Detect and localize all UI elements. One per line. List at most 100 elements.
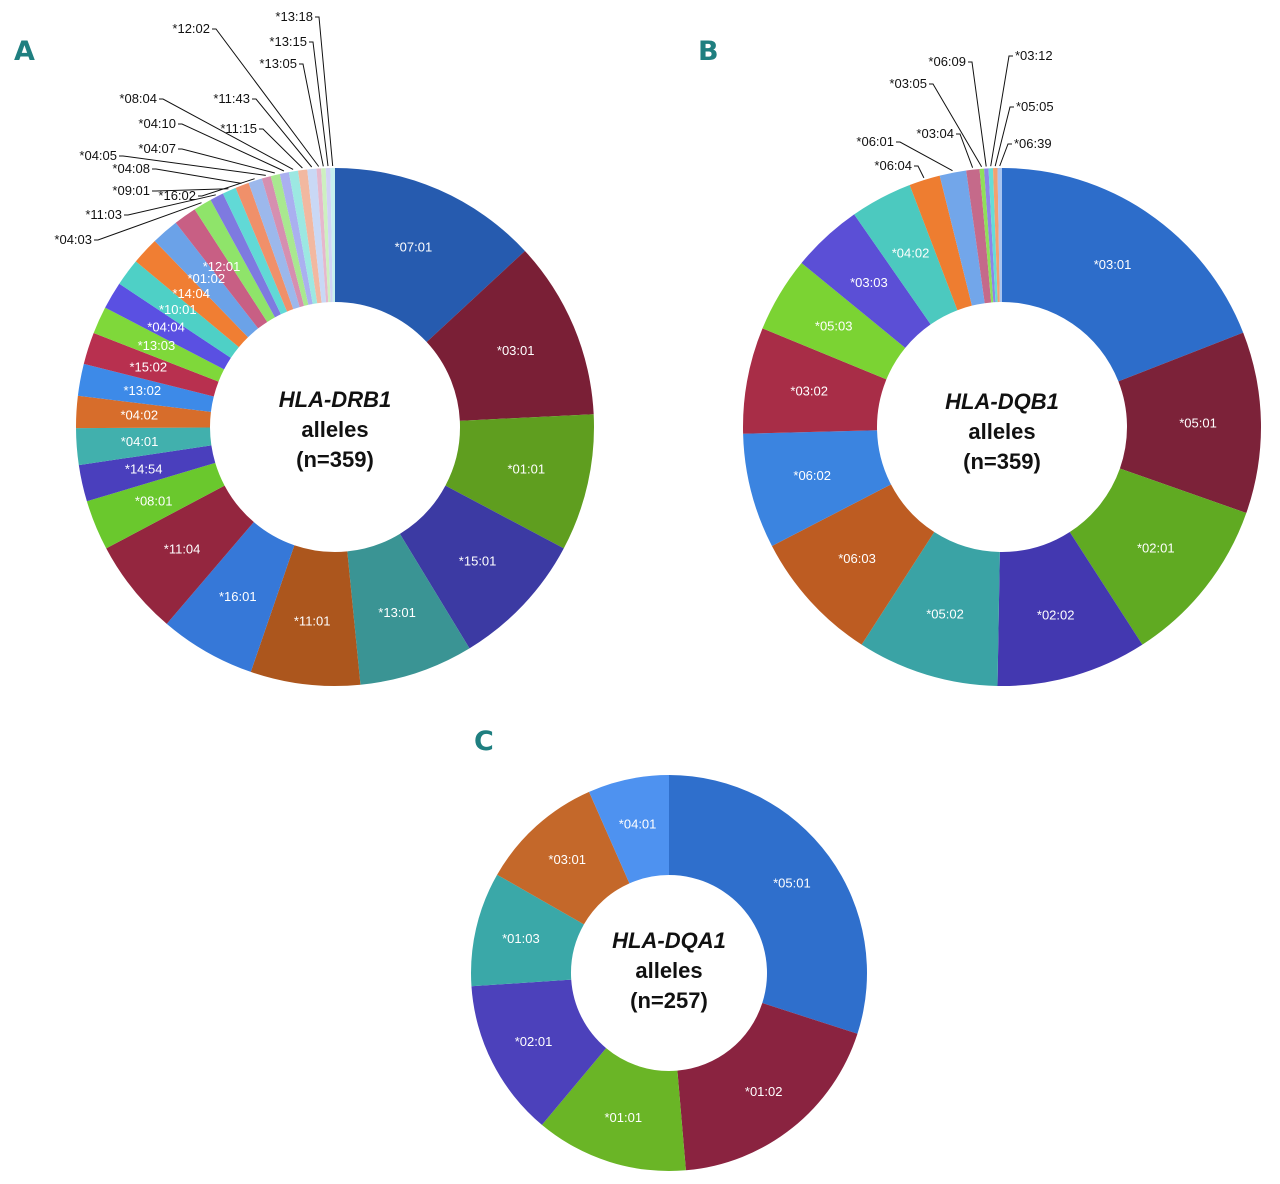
- panel-b-slice-03-05: [979, 168, 994, 303]
- panel-a-label-16-01: *16:01: [219, 589, 257, 604]
- panel-b-slice-03-04: [966, 168, 992, 304]
- panel-a-slice-10-01: [119, 261, 239, 358]
- panel-c-label-01-01: *01:01: [605, 1110, 643, 1125]
- panel-b-slice-06-09: [984, 168, 996, 303]
- panel-b-leader-06-09: [968, 61, 987, 167]
- panel-b-leader-05-05: [994, 106, 1014, 167]
- panel-a-center-subtitle: alleles: [301, 417, 368, 442]
- panel-a-slice-14-54: [78, 445, 216, 502]
- panel-a-leader-04-07: [178, 148, 275, 174]
- panel-c-center-title: HLA-DQA1: [612, 928, 726, 953]
- panel-a-label-11-01: *11:01: [294, 614, 331, 629]
- panel-c-labels: *05:01 *01:02 *01:01 *02:01 *01:03 *03:01 *04:…: [502, 816, 811, 1125]
- panel-a-leader-11-43: [252, 98, 313, 168]
- panel-a-label-11-04: *11:04: [164, 542, 201, 557]
- panel-a-slice-16-02: [248, 178, 300, 310]
- panel-a-slice-11-01: [250, 545, 361, 687]
- panel-c-slice-02-01: [471, 979, 607, 1125]
- panel-c-slice-01-01: [541, 1048, 686, 1172]
- panel-a-label-15-02: *15:02: [130, 359, 168, 374]
- panel-a-label-04-07: *04:07: [138, 141, 176, 156]
- panel-a-slice-01-02: [154, 222, 259, 338]
- panel-b-label-06-39: *06:39: [1014, 136, 1052, 151]
- panel-a-label-11-43: *11:43: [213, 91, 250, 106]
- panel-a-label-13-18: *13:18: [275, 9, 313, 24]
- panel-a-label-08-04: *08:04: [119, 91, 157, 106]
- panel-a-slice-12-02: [316, 168, 329, 303]
- panel-b-slice-06-03: [771, 484, 935, 645]
- panel-a-label-04-10: *04:10: [138, 116, 176, 131]
- panel-a-label-09-01: *09:01: [112, 183, 150, 198]
- panel-b-slice-05-02: [861, 532, 1000, 686]
- panel-b-center-subtitle: alleles: [968, 419, 1035, 444]
- panel-a-slice-13-02: [77, 363, 214, 412]
- panel-a-slice-11-15: [298, 169, 322, 304]
- panel-a-slice-08-04: [288, 170, 318, 304]
- panel-b-label-03-02: *03:02: [790, 384, 828, 399]
- panel-b-leader-03-04: [956, 133, 974, 168]
- panel-b-label-05-01: *05:01: [1179, 416, 1217, 431]
- panel-a-leader-12-02: [212, 28, 320, 167]
- panel-a-slice-04-02: [75, 395, 211, 429]
- panel-c-slice-01-03: [471, 874, 584, 987]
- panel-a-drb1-donut: A *07:01 *03:01 *01:01 *15:01 *13:01 *11:01 *1…: [14, 9, 595, 687]
- panel-a-label-11-03: *11:03: [85, 207, 122, 222]
- panel-b-slice-06-01: [939, 170, 985, 306]
- panel-c-slice-03-01: [497, 791, 630, 925]
- panel-b-label-06-03: *06:03: [838, 551, 876, 566]
- panel-a-slice-04-03: [194, 199, 275, 322]
- panel-a-label-01-02: *01:02: [188, 271, 226, 286]
- panel-a-slice-04-08: [235, 182, 294, 312]
- panel-b-dqb1-donut: B *03:01*05:01*02:01*02:02*05:02*06:03*0…: [698, 36, 1261, 686]
- panel-a-label-13-05: *13:05: [259, 56, 297, 71]
- panel-a-label-14-54: *14:54: [125, 462, 163, 477]
- panel-b-slice-02-01: [1069, 468, 1247, 645]
- panel-a-label-11-15: *11:15: [220, 121, 257, 136]
- panel-a-label-13-03: *13:03: [138, 338, 176, 353]
- panel-b-labels: *03:01 *05:01 *02:01 *02:02 *05:02 *06:03 *06:…: [790, 48, 1216, 623]
- panel-b-leader-03-12: [990, 55, 1013, 167]
- panel-a-label-04-08: *04:08: [112, 161, 150, 176]
- panel-a-label-13-02: *13:02: [124, 383, 162, 398]
- panel-a-leader-13-18: [315, 16, 334, 167]
- panel-a-slice-03-01: [426, 250, 594, 421]
- panel-b-label-05-03: *05:03: [815, 319, 853, 334]
- panel-a-slices: [75, 167, 595, 687]
- panel-c-label-01-03: *01:03: [502, 931, 540, 946]
- panel-a-slice-04-01: [76, 427, 212, 466]
- panel-a-leader-11-03: [124, 194, 216, 216]
- panel-a-slice-13-18: [330, 167, 335, 303]
- panel-a-label-16-02: *16:02: [158, 188, 196, 203]
- panel-b-center-title: HLA-DQB1: [945, 389, 1059, 414]
- panel-a-labels: *07:01 *03:01 *01:01 *15:01 *13:01 *11:01 *16:…: [54, 9, 545, 629]
- panel-a-leader-04-03: [94, 202, 202, 241]
- panel-a-slice-07-01: [335, 168, 525, 343]
- panel-a-label-04-02: *04:02: [121, 408, 159, 423]
- panel-a-slice-13-15: [325, 168, 333, 303]
- panel-a-label-13-15: *13:15: [269, 34, 307, 49]
- panel-b-label-06-04: *06:04: [874, 158, 912, 173]
- panel-b-leader-06-01: [896, 141, 953, 172]
- panel-a-label-14-04: *14:04: [172, 286, 210, 301]
- panel-a-slice-04-05: [261, 176, 304, 308]
- panel-b-label-03-01: *03:01: [1094, 257, 1132, 272]
- panel-c-center-n: (n=257): [630, 988, 708, 1013]
- panel-a-label-04-01: *04:01: [121, 434, 159, 449]
- panel-a-label-08-01: *08:01: [135, 493, 173, 508]
- panel-a-label-04-04: *04:04: [147, 320, 185, 335]
- panel-b-leader-03-05: [929, 83, 983, 168]
- panel-b-label-03-03: *03:03: [850, 275, 888, 290]
- panel-b-slices: [743, 168, 1261, 686]
- panel-a-leader-04-08: [152, 168, 242, 184]
- panel-a-leader-16-02: [198, 178, 255, 197]
- panel-c-label-02-01: *02:01: [515, 1034, 553, 1049]
- panel-a-center-title: HLA-DRB1: [279, 387, 391, 412]
- panel-b-label-06-02: *06:02: [793, 468, 831, 483]
- panel-c-slices: [471, 775, 868, 1172]
- panel-c-letter: C: [474, 726, 494, 757]
- panel-a-leader-08-04: [159, 98, 294, 170]
- panel-a-letter: A: [14, 36, 35, 67]
- panel-c-center-subtitle: alleles: [635, 958, 702, 983]
- panel-a-slice-13-01: [347, 533, 470, 685]
